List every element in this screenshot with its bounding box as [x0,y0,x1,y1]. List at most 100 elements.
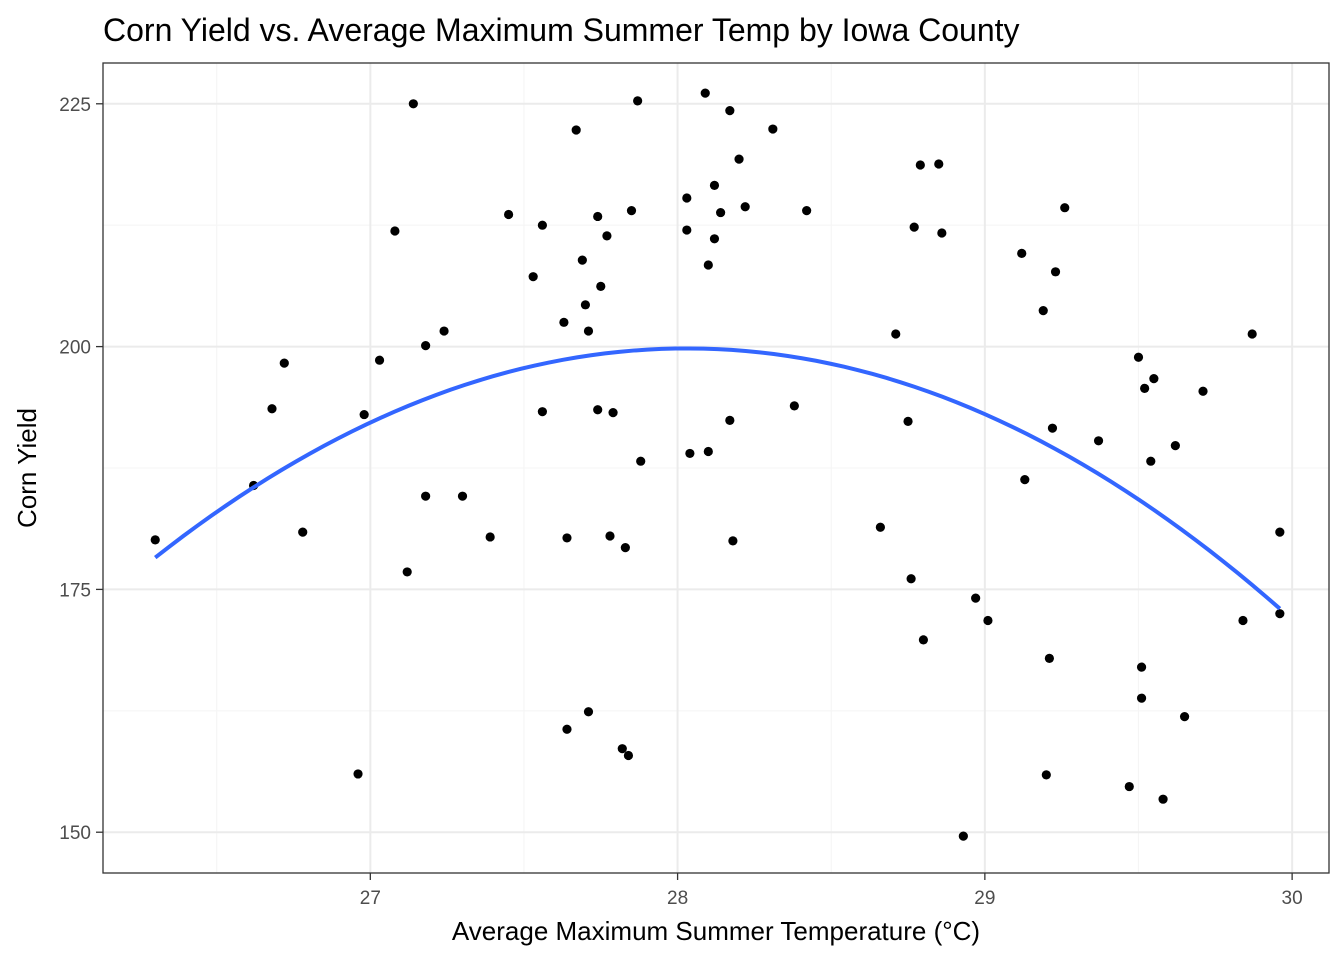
data-point [1050,267,1061,277]
data-point [528,272,538,282]
data-point [1136,662,1147,672]
data-point [1140,383,1150,393]
data-point [909,222,919,232]
x-tick-label: 29 [974,888,995,909]
data-point [1133,352,1144,362]
data-point [421,341,431,351]
data-point [559,317,569,327]
data-point [728,536,738,546]
data-point [617,744,627,754]
data-point [583,707,594,717]
data-point [583,326,594,336]
data-points [150,88,1285,841]
data-point [1124,781,1134,792]
data-point [734,154,744,164]
data-point [593,405,603,415]
data-point [1179,712,1190,722]
data-point [906,574,916,584]
data-point [1047,423,1058,433]
data-point [562,533,572,543]
data-point [875,522,885,532]
data-point [537,407,547,417]
data-point [700,88,710,98]
data-point [1093,436,1104,446]
data-point [623,750,634,761]
data-point [1170,441,1180,451]
data-point [421,491,431,501]
data-point [571,125,581,135]
data-point [958,831,968,841]
y-axis-title: Corn Yield [12,408,42,528]
data-point [1038,306,1048,316]
x-axis: 27 28 29 30 [360,873,1303,909]
data-point [485,532,495,542]
data-point [537,220,547,230]
data-point [1044,653,1054,663]
data-point [703,446,713,457]
data-point [1146,456,1156,466]
data-point [626,206,637,216]
data-point [605,531,615,541]
data-point [608,408,618,418]
data-point [562,724,572,734]
data-point [983,615,993,626]
x-tick-label: 27 [360,888,381,909]
major-gridlines [103,63,1329,873]
x-tick-label: 30 [1282,888,1303,909]
data-point [1238,615,1248,626]
data-point [580,300,591,310]
data-point [789,401,799,411]
data-point [1041,770,1051,780]
y-tick-label: 200 [59,338,91,359]
x-axis-title: Average Maximum Summer Temperature (°C) [452,916,980,946]
data-point [934,159,944,169]
data-point [903,416,913,426]
data-point [682,193,692,203]
data-point [937,228,947,238]
data-point [503,209,514,220]
data-point [298,527,308,537]
data-point [768,124,778,134]
data-point [353,769,363,779]
data-point [1060,203,1070,213]
minor-gridlines [103,63,1329,873]
y-tick-label: 225 [59,95,91,116]
data-point [971,593,981,603]
x-tick-label: 28 [667,888,688,909]
data-point [915,160,925,170]
data-point [725,415,735,426]
data-point [439,326,449,336]
chart-title: Corn Yield vs. Average Maximum Summer Te… [103,12,1020,48]
data-point [1275,527,1285,537]
data-point [682,225,692,235]
data-point [1136,693,1147,703]
data-point [633,96,643,106]
plot-panel-border [102,62,1330,874]
data-point [390,226,400,236]
data-point [685,448,695,459]
data-point [716,207,726,218]
data-point [1158,794,1168,804]
data-point [359,409,369,420]
data-point [267,404,277,414]
data-point [374,355,385,365]
data-point [408,99,418,109]
data-point [709,234,720,244]
data-point [740,202,750,212]
fit-line [154,346,1282,611]
data-point [593,211,603,222]
data-point [709,180,720,190]
data-point [1149,374,1159,384]
y-tick-label: 150 [59,823,91,844]
data-point [596,281,606,291]
data-point [150,535,160,545]
data-point [577,255,587,265]
data-point [636,456,646,466]
data-point [725,105,735,116]
data-point [703,260,713,270]
data-point [1020,475,1030,485]
data-point [802,206,812,216]
data-point [1017,248,1027,258]
data-point [457,491,468,501]
